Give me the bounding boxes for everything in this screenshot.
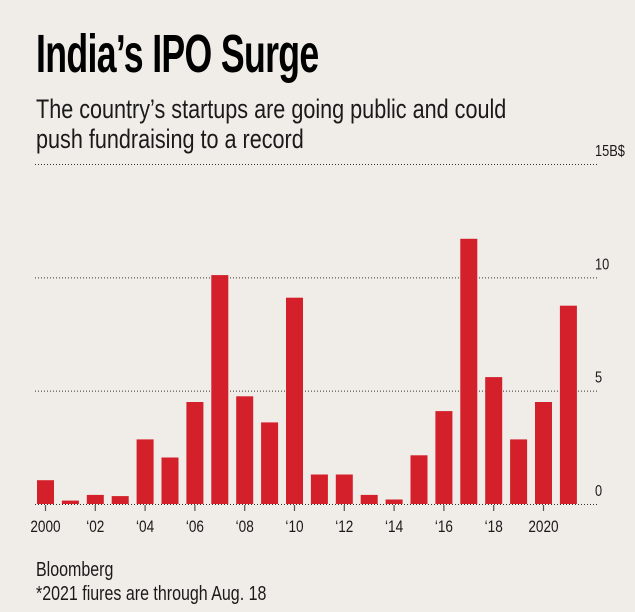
bar-2016 <box>435 411 453 504</box>
chart-footer: Bloomberg *2021 fiures are through Aug. … <box>36 558 266 606</box>
x-tick-label: ‘06 <box>186 518 204 537</box>
x-axis: 2000 ‘02 ‘04 ‘06 ‘08 ‘10 ‘12 ‘14 ‘16 ‘18 2020 <box>30 505 559 537</box>
bar-2004 <box>136 439 154 504</box>
x-tick-label: ‘12 <box>335 518 353 537</box>
x-tick-label: ‘08 <box>236 518 254 537</box>
bar-2007 <box>211 275 229 504</box>
source-label: Bloomberg <box>36 559 114 581</box>
bar-2010 <box>286 297 303 504</box>
y-tick-label: 5 <box>595 369 602 387</box>
bar-2017 <box>460 238 478 505</box>
chart-subtitle: The country’s startups are going public … <box>36 94 506 154</box>
subtitle-line-1: The country’s startups are going public … <box>36 94 507 124</box>
bar-2012 <box>335 474 353 504</box>
x-tick-label: ‘10 <box>285 518 303 537</box>
bar-2020 <box>535 402 552 504</box>
bar-2008 <box>236 396 254 504</box>
bar-2005 <box>161 457 179 504</box>
x-tick-label: ‘16 <box>435 518 453 537</box>
bar-2019 <box>510 439 528 504</box>
bar-2001 <box>61 500 79 504</box>
x-tick-label: ‘02 <box>86 518 104 537</box>
gridlines <box>35 164 599 505</box>
bar-2000 <box>37 480 54 504</box>
footnote: *2021 fiures are through Aug. 18 <box>36 583 267 605</box>
x-tick-label: ‘18 <box>485 518 503 537</box>
bar-2003 <box>111 496 129 504</box>
y-tick-label: 0 <box>595 483 602 501</box>
x-tick-label: ‘04 <box>136 518 155 537</box>
bar-2013 <box>360 494 378 504</box>
x-tick-label: 2000 <box>30 518 60 537</box>
y-tick-label: 10 <box>595 256 609 274</box>
x-tick-label: 2020 <box>528 518 558 537</box>
bar-2018 <box>485 377 503 504</box>
bar-2021 <box>559 305 577 504</box>
bar-2015 <box>410 455 428 504</box>
chart-title: India’s IPO Surge <box>36 24 319 84</box>
x-tick-label: ‘14 <box>385 518 404 537</box>
bar-2009 <box>261 422 279 504</box>
bar-2006 <box>186 402 204 504</box>
bar-2014 <box>385 499 403 504</box>
y-axis: 0 5 10 15B$ <box>595 143 625 501</box>
subtitle-line-2: push fundraising to a record <box>36 124 304 154</box>
bar-2011 <box>310 474 328 504</box>
y-tick-label: 15B$ <box>595 143 625 161</box>
bar-2002 <box>86 494 104 504</box>
bars <box>37 238 577 505</box>
